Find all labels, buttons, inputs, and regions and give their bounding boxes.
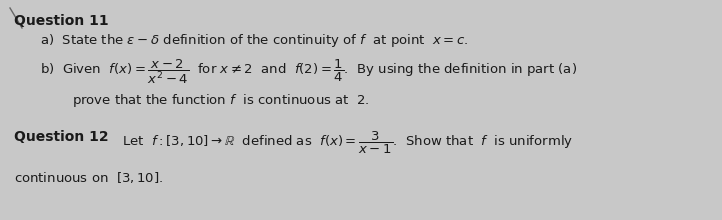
Text: continuous on  $[3, 10]$.: continuous on $[3, 10]$. (14, 170, 163, 185)
Text: Question 12: Question 12 (14, 130, 108, 144)
Text: b)  Given  $f(x) = \dfrac{x-2}{x^2-4}$  for $x \neq 2$  and  $f(2) = \dfrac{1}{4: b) Given $f(x) = \dfrac{x-2}{x^2-4}$ for… (40, 58, 577, 86)
Text: Question 11: Question 11 (14, 14, 108, 28)
Text: prove that the function $f$  is continuous at  $2$.: prove that the function $f$ is continuou… (72, 92, 370, 109)
Text: a)  State the $\varepsilon - \delta$ definition of the continuity of $f$  at poi: a) State the $\varepsilon - \delta$ defi… (40, 32, 469, 49)
Text: Let  $f : [3, 10] \rightarrow \mathbb{R}$  defined as  $f(x) = \dfrac{3}{x-1}$. : Let $f : [3, 10] \rightarrow \mathbb{R}$… (118, 130, 573, 156)
